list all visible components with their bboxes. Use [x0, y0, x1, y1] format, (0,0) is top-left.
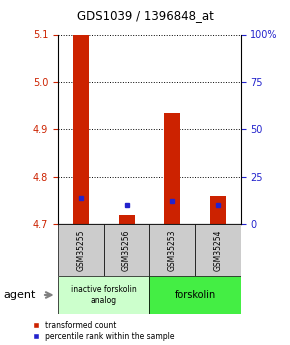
Text: inactive forskolin
analog: inactive forskolin analog [71, 285, 137, 305]
Text: GSM35255: GSM35255 [76, 229, 85, 271]
Bar [119, 215, 135, 224]
Legend: transformed count, percentile rank within the sample: transformed count, percentile rank withi… [33, 321, 175, 341]
Bar [164, 113, 180, 224]
Bar [73, 34, 89, 224]
Bar [149, 224, 195, 276]
Bar [210, 196, 226, 224]
Text: GSM35256: GSM35256 [122, 229, 131, 271]
Text: agent: agent [3, 290, 35, 300]
Bar [58, 276, 149, 314]
Bar [195, 224, 241, 276]
Bar [149, 276, 241, 314]
Text: GSM35253: GSM35253 [168, 229, 177, 271]
Text: forskolin: forskolin [174, 290, 216, 300]
Text: GSM35254: GSM35254 [213, 229, 222, 271]
Bar [104, 224, 149, 276]
Text: GDS1039 / 1396848_at: GDS1039 / 1396848_at [77, 9, 213, 22]
Bar [58, 224, 104, 276]
